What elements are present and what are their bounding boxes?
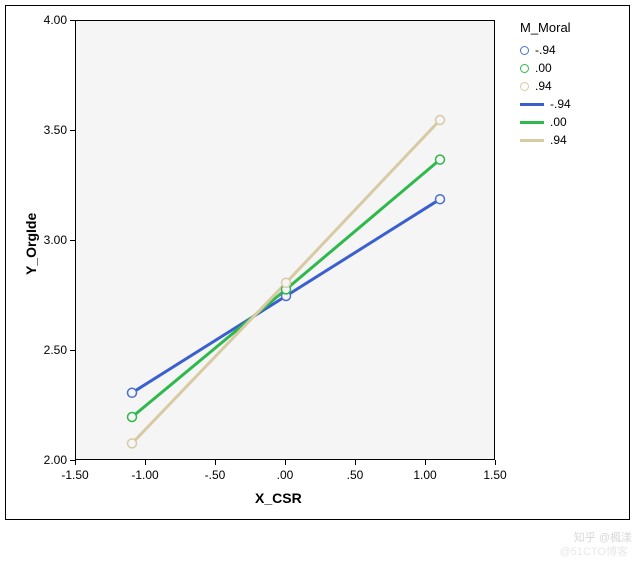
legend-marker-line [520, 121, 544, 124]
legend-item: .94 [520, 77, 571, 95]
legend-title: M_Moral [520, 20, 571, 35]
x-tick-label: .00 [277, 468, 294, 482]
legend-marker-line [520, 139, 544, 142]
y-axis-label: Y_OrgIde [23, 213, 39, 275]
watermark-2: @51CTO博客 [560, 543, 628, 559]
legend-marker-circle [520, 64, 529, 73]
x-tick-mark [285, 460, 286, 465]
series-marker-pos94 [128, 439, 137, 448]
y-tick-label: 4.00 [35, 13, 67, 27]
series-marker-pos94 [436, 116, 445, 125]
y-tick-mark [70, 130, 75, 131]
legend-body: -.94 .00 .94 -.94 .00 .94 [520, 41, 571, 149]
legend-item-label: .00 [535, 61, 552, 75]
x-axis-label: X_CSR [255, 490, 302, 506]
y-tick-label: 2.00 [35, 453, 67, 467]
legend-item-label: -.94 [550, 97, 571, 111]
x-tick-label: 1.50 [483, 468, 506, 482]
series-marker-zero [436, 155, 445, 164]
y-tick-mark [70, 460, 75, 461]
x-tick-mark [425, 460, 426, 465]
y-tick-label: 2.50 [35, 343, 67, 357]
x-tick-mark [75, 460, 76, 465]
y-tick-mark [70, 350, 75, 351]
series-marker-neg94 [128, 388, 137, 397]
plot-area [75, 20, 495, 460]
y-tick-label: 3.00 [35, 233, 67, 247]
legend-item-label: .94 [535, 79, 552, 93]
series-marker-zero [128, 413, 137, 422]
legend-item-label: .94 [550, 133, 567, 147]
series-marker-pos94 [282, 278, 291, 287]
x-tick-label: .50 [347, 468, 364, 482]
legend-item: -.94 [520, 95, 571, 113]
y-tick-label: 3.50 [35, 123, 67, 137]
legend-marker-circle [520, 46, 529, 55]
x-tick-label: -.50 [205, 468, 226, 482]
x-tick-mark [145, 460, 146, 465]
y-tick-mark [70, 240, 75, 241]
x-tick-label: 1.00 [413, 468, 436, 482]
legend-marker-circle [520, 82, 529, 91]
x-tick-mark [495, 460, 496, 465]
x-tick-label: -1.00 [131, 468, 158, 482]
x-tick-label: -1.50 [61, 468, 88, 482]
x-tick-mark [215, 460, 216, 465]
legend-marker-line [520, 103, 544, 106]
legend-item: .94 [520, 131, 571, 149]
legend-item: .00 [520, 113, 571, 131]
legend: M_Moral -.94 .00 .94 -.94 .00 .94 [520, 20, 571, 149]
x-tick-mark [355, 460, 356, 465]
y-tick-mark [70, 20, 75, 21]
legend-item: .00 [520, 59, 571, 77]
plot-svg [76, 21, 496, 461]
legend-item-label: -.94 [535, 43, 556, 57]
legend-item-label: .00 [550, 115, 567, 129]
legend-item: -.94 [520, 41, 571, 59]
series-marker-neg94 [436, 195, 445, 204]
